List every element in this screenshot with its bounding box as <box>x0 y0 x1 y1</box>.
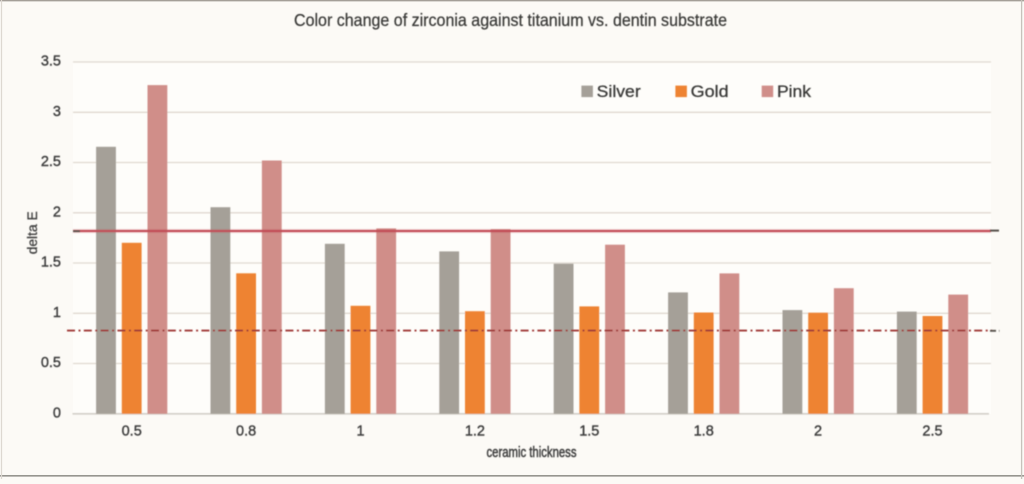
svg-text:0.5: 0.5 <box>41 355 61 371</box>
svg-text:1: 1 <box>356 424 364 440</box>
svg-text:ceramic thickness: ceramic thickness <box>487 445 577 461</box>
svg-text:0.8: 0.8 <box>236 424 256 440</box>
svg-text:2: 2 <box>814 424 822 440</box>
svg-text:Gold: Gold <box>691 82 729 101</box>
svg-text:delta E: delta E <box>25 211 40 254</box>
svg-text:1.5: 1.5 <box>41 255 61 271</box>
svg-text:2: 2 <box>53 205 61 221</box>
svg-text:1: 1 <box>53 305 61 321</box>
svg-text:0: 0 <box>53 406 61 422</box>
svg-text:Silver: Silver <box>597 82 641 101</box>
svg-text:2.5: 2.5 <box>922 424 942 440</box>
svg-text:3: 3 <box>53 104 61 120</box>
svg-text:3.5: 3.5 <box>41 54 61 70</box>
svg-text:0.5: 0.5 <box>122 424 142 440</box>
svg-text:2.5: 2.5 <box>41 154 61 170</box>
svg-text:1.8: 1.8 <box>694 424 714 440</box>
svg-text:Pink: Pink <box>777 82 812 101</box>
svg-text:1.2: 1.2 <box>465 424 485 440</box>
svg-text:Color change of zirconia again: Color change of zirconia against titaniu… <box>294 10 727 30</box>
svg-text:1.5: 1.5 <box>579 424 599 440</box>
